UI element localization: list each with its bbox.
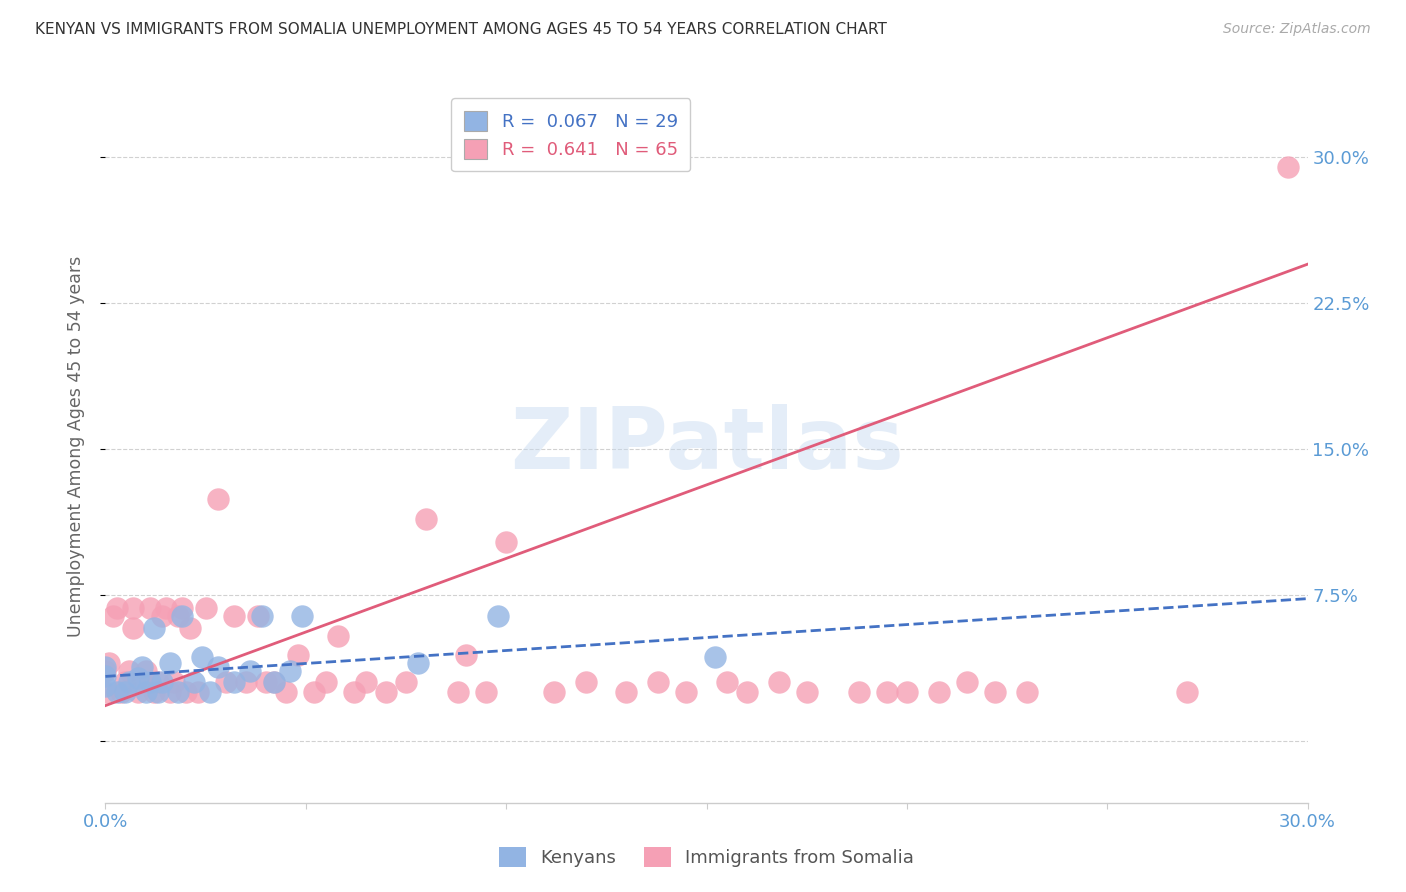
Point	[150, 675, 173, 690]
Point	[222, 675, 245, 690]
Point	[263, 675, 285, 690]
Point	[302, 685, 325, 699]
Point	[198, 685, 221, 699]
Point	[187, 685, 209, 699]
Point	[235, 675, 257, 690]
Point	[647, 675, 669, 690]
Point	[127, 671, 149, 685]
Point	[94, 659, 117, 673]
Point	[131, 675, 153, 690]
Point	[190, 650, 212, 665]
Point	[454, 648, 477, 662]
Point	[127, 685, 149, 699]
Text: KENYAN VS IMMIGRANTS FROM SOMALIA UNEMPLOYMENT AMONG AGES 45 TO 54 YEARS CORRELA: KENYAN VS IMMIGRANTS FROM SOMALIA UNEMPL…	[35, 22, 887, 37]
Point	[703, 650, 725, 665]
Point	[354, 675, 377, 690]
Point	[735, 685, 758, 699]
Point	[291, 609, 314, 624]
Point	[94, 669, 117, 683]
Point	[287, 648, 309, 662]
Point	[146, 675, 169, 690]
Legend: Kenyans, Immigrants from Somalia: Kenyans, Immigrants from Somalia	[491, 838, 922, 876]
Point	[896, 685, 918, 699]
Point	[207, 659, 229, 673]
Point	[1177, 685, 1199, 699]
Point	[170, 601, 193, 615]
Point	[415, 512, 437, 526]
Point	[142, 685, 165, 699]
Point	[138, 601, 160, 615]
Point	[315, 675, 337, 690]
Point	[118, 675, 141, 690]
Point	[138, 675, 160, 690]
Point	[103, 609, 125, 624]
Point	[848, 685, 870, 699]
Point	[447, 685, 470, 699]
Point	[122, 601, 145, 615]
Point	[876, 685, 898, 699]
Point	[107, 601, 129, 615]
Point	[250, 609, 273, 624]
Point	[374, 685, 398, 699]
Point	[214, 675, 236, 690]
Point	[984, 685, 1007, 699]
Point	[142, 621, 165, 635]
Point	[1017, 685, 1039, 699]
Point	[239, 664, 262, 678]
Point	[263, 675, 285, 690]
Point	[183, 675, 205, 690]
Point	[194, 601, 217, 615]
Point	[166, 609, 188, 624]
Point	[796, 685, 818, 699]
Point	[246, 609, 269, 624]
Point	[326, 629, 349, 643]
Point	[122, 621, 145, 635]
Point	[94, 685, 117, 699]
Text: Source: ZipAtlas.com: Source: ZipAtlas.com	[1223, 22, 1371, 37]
Point	[1277, 160, 1299, 174]
Point	[159, 685, 181, 699]
Point	[179, 621, 201, 635]
Y-axis label: Unemployment Among Ages 45 to 54 years: Unemployment Among Ages 45 to 54 years	[66, 255, 84, 637]
Point	[675, 685, 697, 699]
Point	[170, 609, 193, 624]
Point	[162, 675, 184, 690]
Point	[222, 609, 245, 624]
Point	[495, 535, 517, 549]
Point	[575, 675, 598, 690]
Point	[406, 656, 429, 670]
Point	[254, 675, 277, 690]
Point	[395, 675, 418, 690]
Point	[475, 685, 498, 699]
Point	[274, 685, 297, 699]
Point	[110, 685, 132, 699]
Point	[94, 679, 117, 693]
Text: ZIPatlas: ZIPatlas	[509, 404, 904, 488]
Point	[716, 675, 738, 690]
Point	[207, 492, 229, 507]
Point	[155, 601, 177, 615]
Point	[174, 685, 197, 699]
Point	[343, 685, 366, 699]
Point	[768, 675, 790, 690]
Point	[146, 685, 169, 699]
Point	[135, 685, 157, 699]
Point	[131, 659, 153, 673]
Point	[616, 685, 638, 699]
Point	[150, 609, 173, 624]
Point	[98, 656, 121, 670]
Point	[107, 685, 129, 699]
Point	[928, 685, 950, 699]
Point	[543, 685, 565, 699]
Point	[486, 609, 509, 624]
Point	[166, 685, 188, 699]
Point	[135, 664, 157, 678]
Point	[159, 656, 181, 670]
Point	[94, 664, 117, 678]
Point	[956, 675, 979, 690]
Point	[278, 664, 301, 678]
Point	[114, 685, 136, 699]
Point	[114, 675, 136, 690]
Point	[118, 664, 141, 678]
